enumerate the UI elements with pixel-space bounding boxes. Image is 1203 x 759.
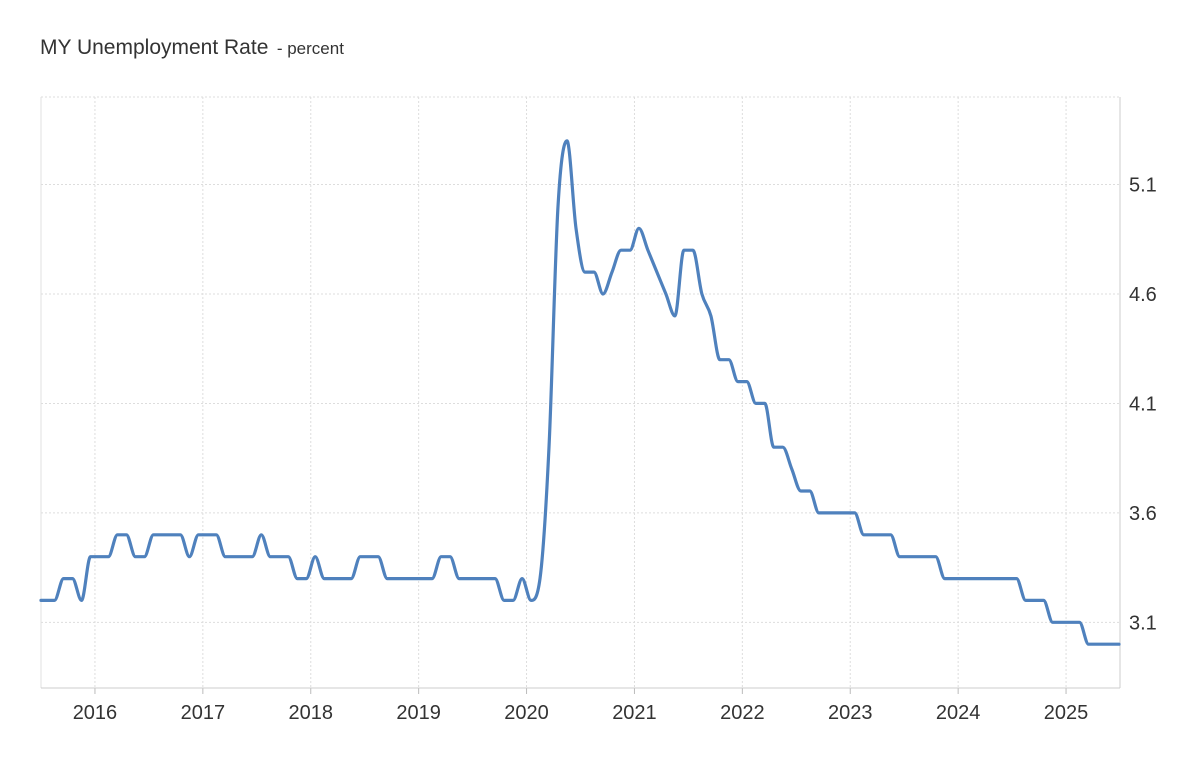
x-tick-label: 2022 xyxy=(720,702,765,724)
series-layer xyxy=(39,139,1121,646)
series-line-0 xyxy=(39,139,1121,646)
x-tick-label: 2021 xyxy=(612,702,657,724)
x-tick-label: 2023 xyxy=(828,702,873,724)
y-tick-label: 3.1 xyxy=(1129,612,1157,634)
y-tick-label: 3.6 xyxy=(1129,503,1157,525)
x-tick-label: 2018 xyxy=(289,702,334,724)
x-tick-label: 2019 xyxy=(396,702,441,724)
chart-title: MY Unemployment Rate - percent xyxy=(40,36,344,60)
chart-title-unit: - percent xyxy=(276,39,344,58)
y-tick-label: 4.1 xyxy=(1129,393,1157,415)
y-tick-label: 5.1 xyxy=(1129,175,1157,197)
label-layer: 3.1 3.6 4.1 4.6 5.1 2016 2017 2018 2019 2020 2021 2… xyxy=(73,175,1157,724)
x-tick-label: 2024 xyxy=(936,702,981,724)
x-tick-label: 2017 xyxy=(181,702,226,724)
x-tick-label: 2020 xyxy=(504,702,549,724)
grid-layer xyxy=(41,96,1120,688)
x-tick-label: 2016 xyxy=(73,702,118,724)
x-tick-label: 2025 xyxy=(1044,702,1089,724)
axis-layer xyxy=(40,97,1121,694)
chart-title-main: MY Unemployment Rate xyxy=(40,36,269,59)
y-tick-label: 4.6 xyxy=(1129,284,1157,306)
